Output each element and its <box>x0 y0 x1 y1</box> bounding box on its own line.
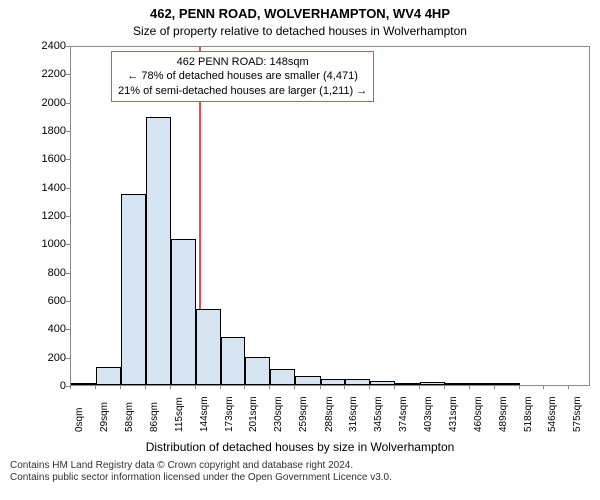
histogram-bar <box>171 239 196 385</box>
y-tick-mark <box>66 74 70 75</box>
x-tick-mark <box>320 385 321 389</box>
x-tick-label: 115sqm <box>174 397 185 432</box>
histogram-bar <box>470 383 495 385</box>
y-tick-mark <box>66 329 70 330</box>
y-tick-label: 800 <box>26 267 66 279</box>
y-tick-mark <box>66 46 70 47</box>
y-tick-label: 1400 <box>26 182 66 194</box>
x-tick-label: 575sqm <box>572 396 583 432</box>
x-tick-label: 316sqm <box>348 396 359 432</box>
histogram-bar <box>71 383 96 385</box>
x-tick-label: 460sqm <box>473 396 484 432</box>
footer-line-1: Contains HM Land Registry data © Crown c… <box>10 460 590 472</box>
footer-line-2: Contains public sector information licen… <box>10 472 590 484</box>
x-tick-label: 374sqm <box>398 396 409 432</box>
x-tick-mark <box>519 385 520 389</box>
y-tick-label: 2200 <box>26 68 66 80</box>
x-tick-label: 230sqm <box>273 396 284 432</box>
x-tick-mark <box>195 385 196 389</box>
x-tick-label: 144sqm <box>199 396 210 432</box>
y-tick-label: 2000 <box>26 97 66 109</box>
histogram-bar <box>270 369 295 385</box>
x-tick-label: 29sqm <box>99 402 110 432</box>
y-tick-mark <box>66 244 70 245</box>
x-tick-mark <box>170 385 171 389</box>
x-tick-label: 489sqm <box>498 396 509 432</box>
x-tick-label: 259sqm <box>298 396 309 432</box>
histogram-bar <box>146 117 171 385</box>
chart-container: { "chart": { "type": "histogram", "title… <box>0 0 600 500</box>
x-tick-mark <box>369 385 370 389</box>
x-tick-mark <box>469 385 470 389</box>
histogram-bar <box>196 309 221 386</box>
annotation-line-3: 21% of semi-detached houses are larger (… <box>118 84 367 98</box>
annotation-box: 462 PENN ROAD: 148sqm ← 78% of detached … <box>111 51 374 102</box>
x-tick-mark <box>70 385 71 389</box>
chart-title-line1: 462, PENN ROAD, WOLVERHAMPTON, WV4 4HP <box>0 6 600 21</box>
x-tick-label: 431sqm <box>448 396 459 432</box>
y-tick-label: 2400 <box>26 40 66 52</box>
histogram-bar <box>445 383 470 385</box>
y-tick-mark <box>66 216 70 217</box>
y-tick-label: 1800 <box>26 125 66 137</box>
histogram-bar <box>245 357 270 385</box>
x-tick-mark <box>220 385 221 389</box>
x-tick-label: 58sqm <box>124 402 135 432</box>
y-tick-mark <box>66 131 70 132</box>
x-tick-label: 288sqm <box>324 396 335 432</box>
y-tick-label: 600 <box>26 295 66 307</box>
histogram-bar <box>345 379 370 385</box>
y-tick-mark <box>66 273 70 274</box>
x-tick-mark <box>568 385 569 389</box>
x-tick-mark <box>294 385 295 389</box>
x-tick-mark <box>344 385 345 389</box>
y-tick-label: 1600 <box>26 153 66 165</box>
x-tick-mark <box>494 385 495 389</box>
x-tick-label: 518sqm <box>523 396 534 432</box>
x-tick-mark <box>145 385 146 389</box>
footer-attribution: Contains HM Land Registry data © Crown c… <box>10 460 590 484</box>
y-tick-mark <box>66 103 70 104</box>
histogram-bar <box>121 194 145 385</box>
x-axis-label: Distribution of detached houses by size … <box>0 440 600 454</box>
x-tick-label: 403sqm <box>423 396 434 432</box>
chart-title-line2: Size of property relative to detached ho… <box>0 24 600 38</box>
y-tick-label: 400 <box>26 323 66 335</box>
x-tick-mark <box>95 385 96 389</box>
histogram-bar <box>495 383 520 385</box>
histogram-bar <box>370 381 395 385</box>
y-tick-label: 0 <box>26 380 66 392</box>
x-tick-mark <box>543 385 544 389</box>
x-tick-label: 0sqm <box>74 408 85 432</box>
y-tick-mark <box>66 301 70 302</box>
y-tick-mark <box>66 159 70 160</box>
annotation-line-1: 462 PENN ROAD: 148sqm <box>118 55 367 69</box>
x-tick-mark <box>444 385 445 389</box>
x-tick-mark <box>269 385 270 389</box>
annotation-line-2: ← 78% of detached houses are smaller (4,… <box>118 69 367 83</box>
x-tick-label: 345sqm <box>373 396 384 432</box>
x-tick-label: 173sqm <box>224 396 235 432</box>
x-tick-mark <box>120 385 121 389</box>
histogram-bar <box>395 383 420 385</box>
y-tick-mark <box>66 358 70 359</box>
histogram-bar <box>321 379 345 385</box>
x-tick-mark <box>394 385 395 389</box>
histogram-bar <box>420 382 444 385</box>
histogram-bar <box>295 376 320 385</box>
y-tick-label: 200 <box>26 352 66 364</box>
x-tick-mark <box>244 385 245 389</box>
plot-area: 462 PENN ROAD: 148sqm ← 78% of detached … <box>70 46 590 386</box>
y-tick-label: 1200 <box>26 210 66 222</box>
x-tick-label: 546sqm <box>547 396 558 432</box>
histogram-bar <box>96 367 121 385</box>
x-tick-mark <box>419 385 420 389</box>
x-tick-label: 201sqm <box>248 396 259 432</box>
y-tick-mark <box>66 188 70 189</box>
y-tick-label: 1000 <box>26 238 66 250</box>
histogram-bar <box>221 337 245 385</box>
x-tick-label: 86sqm <box>149 402 160 432</box>
